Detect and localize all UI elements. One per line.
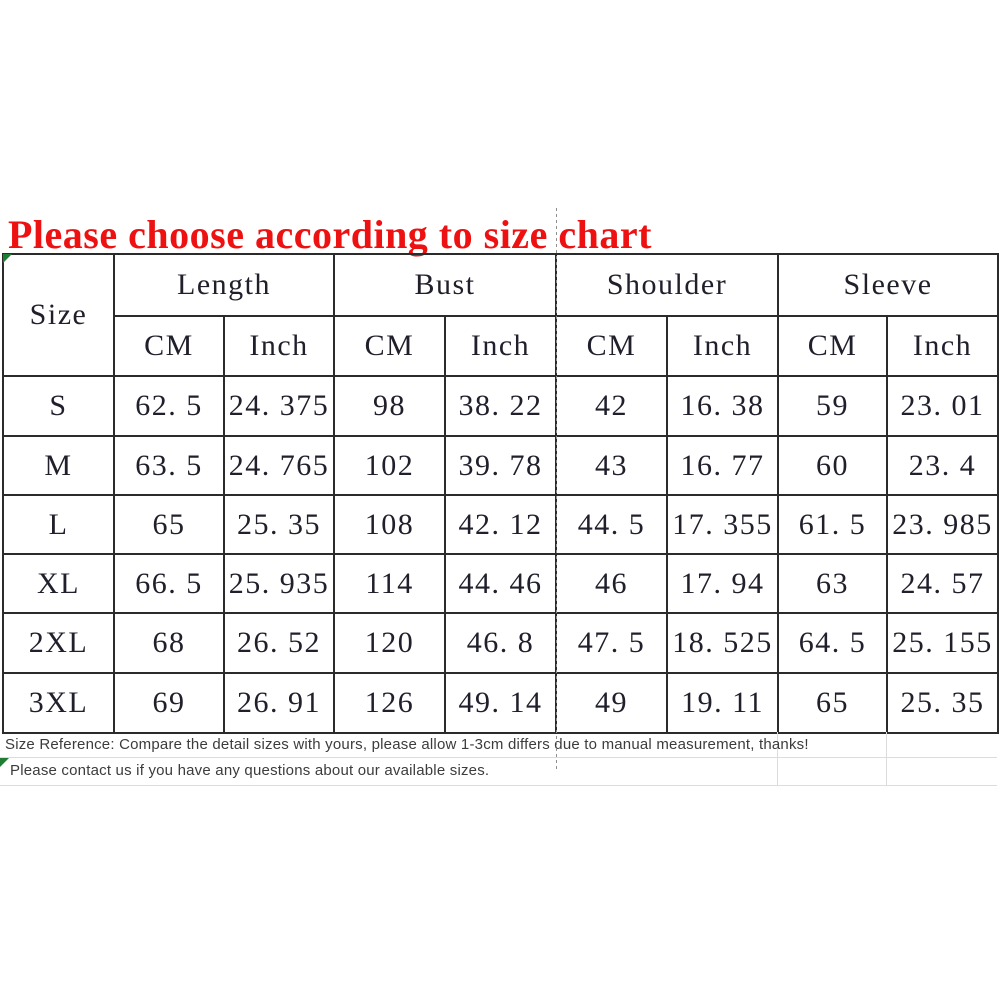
size-value-cell: 98 <box>333 375 447 437</box>
size-value-cell: 49 <box>555 672 669 734</box>
size-value-cell: 63. 5 <box>113 435 225 496</box>
spreadsheet-gridline <box>777 732 778 785</box>
row-size-label: XL <box>2 553 115 614</box>
size-value-cell: 24. 765 <box>222 435 336 496</box>
unit-header: CM <box>113 315 225 377</box>
note-contact: Please contact us if you have any questi… <box>10 762 490 779</box>
size-value-cell: 102 <box>333 435 447 496</box>
size-value-cell: 59 <box>777 375 889 437</box>
size-value-cell: 120 <box>333 612 447 674</box>
table-row: M 63. 5 24. 765 102 39. 78 43 16. 77 60 … <box>2 435 1000 496</box>
excel-corner-flag-icon <box>3 254 12 263</box>
size-value-cell: 25. 35 <box>886 672 1000 734</box>
size-value-cell: 23. 985 <box>886 494 1000 555</box>
size-value-cell: 17. 94 <box>666 553 780 614</box>
row-size-label: S <box>2 375 115 437</box>
size-value-cell: 47. 5 <box>555 612 669 674</box>
size-chart-table: Size Length Bust Shoulder Sleeve CM Inch… <box>2 253 1000 734</box>
size-value-cell: 24. 375 <box>222 375 336 437</box>
unit-header: Inch <box>444 315 558 377</box>
size-value-cell: 16. 77 <box>666 435 780 496</box>
size-value-cell: 46. 8 <box>444 612 558 674</box>
size-value-cell: 44. 46 <box>444 553 558 614</box>
size-value-cell: 65 <box>113 494 225 555</box>
unit-header: Inch <box>886 315 1000 377</box>
unit-header: Inch <box>222 315 336 377</box>
size-value-cell: 23. 01 <box>886 375 1000 437</box>
size-value-cell: 68 <box>113 612 225 674</box>
unit-header: Inch <box>666 315 780 377</box>
size-value-cell: 63 <box>777 553 889 614</box>
size-chart-table-wrap: Size Length Bust Shoulder Sleeve CM Inch… <box>2 253 1000 734</box>
size-value-cell: 17. 355 <box>666 494 780 555</box>
size-value-cell: 114 <box>333 553 447 614</box>
size-value-cell: 25. 935 <box>222 553 336 614</box>
size-value-cell: 26. 91 <box>222 672 336 734</box>
spreadsheet-gridline <box>0 757 997 758</box>
unit-header: CM <box>333 315 447 377</box>
page-title: Please choose according to size chart <box>8 212 652 257</box>
row-size-label: L <box>2 494 115 555</box>
col-header-size: Size <box>2 253 115 377</box>
table-row: XL 66. 5 25. 935 114 44. 46 46 17. 94 63… <box>2 553 1000 614</box>
size-value-cell: 126 <box>333 672 447 734</box>
col-header-length: Length <box>112 253 336 317</box>
size-value-cell: 49. 14 <box>444 672 558 734</box>
row-size-label: 2XL <box>2 612 115 674</box>
size-value-cell: 108 <box>333 494 447 555</box>
size-value-cell: 43 <box>555 435 669 496</box>
size-value-cell: 24. 57 <box>886 553 1000 614</box>
size-value-cell: 66. 5 <box>113 553 225 614</box>
size-value-cell: 42 <box>555 375 669 437</box>
size-value-cell: 19. 11 <box>666 672 780 734</box>
table-row: L 65 25. 35 108 42. 12 44. 5 17. 355 61.… <box>2 494 1000 555</box>
size-value-cell: 18. 525 <box>666 612 780 674</box>
size-value-cell: 42. 12 <box>444 494 558 555</box>
size-value-cell: 69 <box>113 672 225 734</box>
table-row: S 62. 5 24. 375 98 38. 22 42 16. 38 59 2… <box>2 375 1000 437</box>
note-size-reference: Size Reference: Compare the detail sizes… <box>5 736 809 753</box>
unit-header: CM <box>555 315 669 377</box>
size-value-cell: 23. 4 <box>886 435 1000 496</box>
unit-header: CM <box>777 315 889 377</box>
size-value-cell: 39. 78 <box>444 435 558 496</box>
row-size-label: M <box>2 435 115 496</box>
size-value-cell: 38. 22 <box>444 375 558 437</box>
row-size-label: 3XL <box>2 672 115 734</box>
size-value-cell: 64. 5 <box>777 612 889 674</box>
spreadsheet-gridline <box>886 732 887 785</box>
size-value-cell: 65 <box>777 672 889 734</box>
size-value-cell: 16. 38 <box>666 375 780 437</box>
size-value-cell: 60 <box>777 435 889 496</box>
size-value-cell: 46 <box>555 553 669 614</box>
table-row: 3XL 69 26. 91 126 49. 14 49 19. 11 65 25… <box>2 672 1000 734</box>
size-value-cell: 44. 5 <box>555 494 669 555</box>
col-header-sleeve: Sleeve <box>777 253 1000 317</box>
spreadsheet-gridline <box>0 785 997 786</box>
col-header-bust: Bust <box>333 253 558 317</box>
size-value-cell: 25. 35 <box>222 494 336 555</box>
table-row: 2XL 68 26. 52 120 46. 8 47. 5 18. 525 64… <box>2 612 1000 674</box>
size-value-cell: 25. 155 <box>886 612 1000 674</box>
size-value-cell: 62. 5 <box>113 375 225 437</box>
size-value-cell: 26. 52 <box>222 612 336 674</box>
page-break-dashed-line <box>556 208 557 772</box>
excel-corner-flag-icon <box>0 758 9 767</box>
size-value-cell: 61. 5 <box>777 494 889 555</box>
col-header-shoulder: Shoulder <box>555 253 780 317</box>
